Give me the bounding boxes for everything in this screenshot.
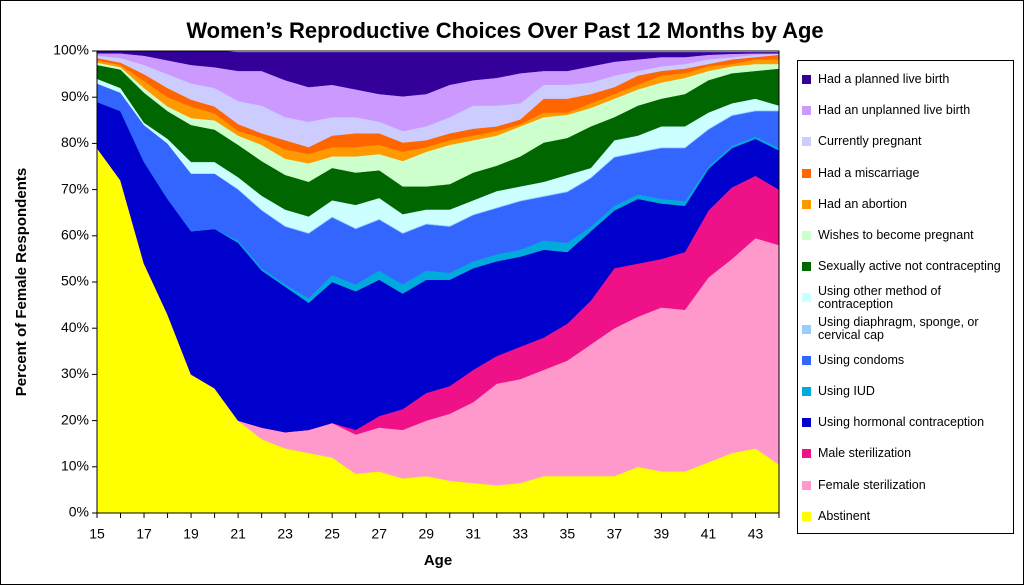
x-tick-label: 37	[607, 526, 623, 542]
legend-swatch	[802, 449, 811, 459]
x-tick-label: 25	[324, 526, 340, 542]
legend-label: Had a miscarriage	[818, 165, 920, 180]
x-tick-label: 43	[748, 526, 764, 542]
legend-item: Male sterilization	[802, 438, 1009, 469]
legend-label: Using other method of contraception	[818, 283, 941, 311]
legend-item: Using IUD	[802, 376, 1009, 407]
legend-swatch	[802, 75, 811, 85]
legend-item: Female sterilization	[802, 469, 1009, 500]
y-tick-label: 90%	[61, 88, 89, 104]
x-tick-label: 41	[701, 526, 717, 542]
y-tick-label: 20%	[61, 411, 89, 427]
legend-label: Female sterilization	[818, 477, 926, 492]
legend: Had a planned live birth Had an unplanned…	[797, 60, 1014, 534]
x-tick-label: 39	[654, 526, 670, 542]
y-tick-label: 50%	[61, 273, 89, 289]
legend-item: Currently pregnant	[802, 126, 1009, 157]
legend-swatch	[802, 480, 811, 490]
x-tick-label: 31	[465, 526, 481, 542]
legend-swatch	[802, 355, 811, 365]
legend-swatch	[802, 137, 811, 147]
x-tick-label: 19	[183, 526, 199, 542]
y-axis-title: Percent of Female Respondents	[13, 168, 30, 396]
legend-label: Had an unplanned live birth	[818, 103, 971, 118]
x-tick-label: 21	[230, 526, 246, 542]
legend-label: Currently pregnant	[818, 134, 922, 149]
legend-swatch	[802, 293, 811, 303]
legend-item: Had a planned live birth	[802, 64, 1009, 95]
y-tick-label: 100%	[53, 42, 89, 58]
legend-label: Using hormonal contraception	[818, 415, 985, 430]
legend-item: Using hormonal contraception	[802, 407, 1009, 438]
chart-title: Women’s Reproductive Choices Over Past 1…	[186, 18, 823, 43]
x-tick-label: 33	[513, 526, 529, 542]
legend-item: Using other method of contraception	[802, 282, 1009, 313]
legend-item: Had an unplanned live birth	[802, 95, 1009, 126]
legend-label: Using IUD	[818, 383, 875, 398]
x-tick-label: 29	[418, 526, 434, 542]
legend-item: Using condoms	[802, 345, 1009, 376]
legend-label: Using condoms	[818, 352, 905, 367]
legend-swatch	[802, 418, 811, 428]
legend-label: Had a planned live birth	[818, 72, 950, 87]
y-tick-label: 40%	[61, 319, 89, 335]
legend-swatch	[802, 199, 811, 209]
legend-swatch	[802, 106, 811, 116]
legend-label: Had an abortion	[818, 196, 907, 211]
legend-swatch	[802, 386, 811, 396]
legend-item: Using diaphragm, sponge, or cervical cap	[802, 314, 1009, 345]
legend-label: Wishes to become pregnant	[818, 228, 974, 243]
legend-item: Sexually active not contracepting	[802, 251, 1009, 282]
legend-item: Abstinent	[802, 501, 1009, 532]
x-tick-label: 27	[371, 526, 387, 542]
x-axis-title: Age	[424, 552, 452, 569]
x-tick-label: 23	[277, 526, 293, 542]
y-tick-label: 30%	[61, 365, 89, 381]
legend-swatch	[802, 168, 811, 178]
x-tick-label: 35	[560, 526, 576, 542]
legend-swatch	[802, 511, 811, 521]
plot: 0% 10% 20% 30% 40% 50% 60% 70% 80% 90% 100% 15 17 19 2…	[53, 42, 780, 542]
legend-swatch	[802, 262, 811, 272]
y-tick-label: 0%	[69, 504, 89, 520]
legend-item: Wishes to become pregnant	[802, 220, 1009, 251]
legend-label: Using diaphragm, sponge, or cervical cap	[818, 315, 979, 343]
y-tick-label: 10%	[61, 458, 89, 474]
x-tick-label: 17	[136, 526, 152, 542]
legend-swatch	[802, 324, 811, 334]
y-tick-label: 60%	[61, 227, 89, 243]
legend-label: Sexually active not contracepting	[818, 259, 1001, 274]
legend-item: Had a miscarriage	[802, 158, 1009, 189]
y-tick-label: 70%	[61, 180, 89, 196]
legend-item: Had an abortion	[802, 189, 1009, 220]
y-tick-label: 80%	[61, 134, 89, 150]
x-tick-label: 15	[89, 526, 105, 542]
legend-label: Male sterilization	[818, 446, 912, 461]
legend-label: Abstinent	[818, 508, 871, 523]
legend-swatch	[802, 231, 811, 241]
